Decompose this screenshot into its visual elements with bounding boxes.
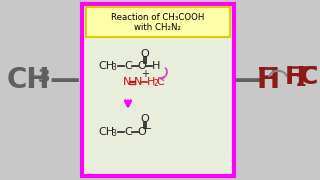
Text: 2: 2 xyxy=(154,80,158,89)
Text: H: H xyxy=(256,66,280,94)
Text: N: N xyxy=(134,77,142,87)
Text: 3: 3 xyxy=(112,129,116,138)
Text: H: H xyxy=(147,77,155,87)
Text: +: + xyxy=(141,69,149,79)
FancyBboxPatch shape xyxy=(86,7,230,37)
Text: H: H xyxy=(284,65,305,89)
Text: C: C xyxy=(156,77,164,87)
Text: O: O xyxy=(140,114,149,124)
Text: CH: CH xyxy=(98,61,114,71)
Text: O: O xyxy=(138,61,146,71)
Text: C: C xyxy=(124,127,132,137)
Text: O: O xyxy=(140,49,149,59)
Text: 3: 3 xyxy=(112,64,116,73)
FancyBboxPatch shape xyxy=(82,4,234,176)
Text: Reaction of CH₃COOH: Reaction of CH₃COOH xyxy=(111,12,205,21)
Text: with CH₂N₂: with CH₂N₂ xyxy=(134,24,181,33)
Text: C: C xyxy=(300,65,318,89)
Text: CH: CH xyxy=(98,127,114,137)
Text: —: — xyxy=(50,66,80,94)
Text: 2: 2 xyxy=(296,73,306,89)
Text: O: O xyxy=(138,127,146,137)
Text: H: H xyxy=(152,61,160,71)
Text: N: N xyxy=(123,77,131,87)
Text: —: — xyxy=(233,66,263,94)
Text: 3: 3 xyxy=(38,68,50,86)
Text: C: C xyxy=(124,61,132,71)
Text: −: − xyxy=(144,124,152,134)
Text: CH: CH xyxy=(6,66,50,94)
